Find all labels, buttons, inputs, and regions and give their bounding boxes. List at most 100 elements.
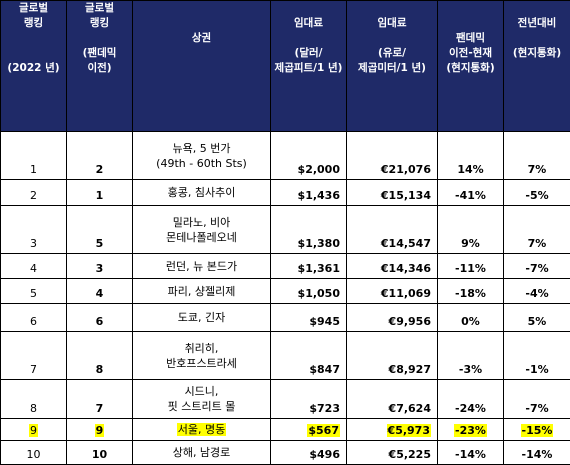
- cell-location-text: 홍콩, 침사추이: [168, 186, 236, 199]
- cell-change-yoy-text: -7%: [525, 262, 548, 275]
- cell-rent-eur: €14,346: [347, 254, 438, 279]
- cell-location-text: 서울, 명동: [177, 423, 226, 436]
- cell-rent-usd: $1,436: [271, 180, 347, 206]
- cell-rank-text: 9: [29, 424, 38, 437]
- cell-change-yoy: 7%: [504, 132, 570, 180]
- header-line: [438, 16, 503, 31]
- cell-rent-eur: €5,973: [347, 419, 438, 441]
- cell-rent-eur-text: €7,624: [389, 402, 431, 415]
- header-line: [347, 1, 437, 16]
- cell-change-pandemic-text: 14%: [457, 163, 483, 176]
- cell-change-pandemic-text: -23%: [454, 424, 487, 437]
- cell-rent-usd-text: $945: [309, 315, 340, 328]
- header-line: 제곱미터/1 년): [347, 61, 437, 76]
- cell-rent-usd: $1,050: [271, 279, 347, 304]
- cell-prev-rank-text: 5: [96, 237, 104, 250]
- cell-change-pandemic-text: -41%: [455, 189, 486, 202]
- cell-change-yoy: -5%: [504, 180, 570, 206]
- cell-rank: 8: [1, 380, 67, 419]
- cell-rent-eur: €15,134: [347, 180, 438, 206]
- header-line: [271, 31, 346, 46]
- cell-change-pandemic-text: -24%: [455, 402, 486, 415]
- header-line: 랭킹: [1, 16, 66, 31]
- cell-rank-text: 2: [30, 189, 37, 202]
- cell-rent-usd-text: $847: [309, 363, 340, 376]
- header-line: [133, 46, 270, 61]
- cell-rent-usd-text: $2,000: [298, 163, 340, 176]
- cell-change-pandemic-text: -11%: [455, 262, 486, 275]
- cell-prev-rank-text: 8: [96, 363, 104, 376]
- cell-change-pandemic: -14%: [438, 441, 504, 465]
- cell-change-yoy: 7%: [504, 206, 570, 254]
- cell-change-yoy-text: -1%: [525, 363, 548, 376]
- cell-rank-text: 10: [27, 448, 41, 461]
- cell-location-text: 도쿄, 긴자: [178, 311, 225, 324]
- cell-rent-eur: €14,547: [347, 206, 438, 254]
- cell-rent-eur: €11,069: [347, 279, 438, 304]
- cell-rank: 5: [1, 279, 67, 304]
- header-line: 전년대비: [504, 16, 570, 31]
- cell-rank: 2: [1, 180, 67, 206]
- cell-change-pandemic: -23%: [438, 419, 504, 441]
- header-line: [133, 1, 270, 16]
- cell-change-pandemic: 14%: [438, 132, 504, 180]
- header-line: [504, 31, 570, 46]
- cell-rent-eur-text: €5,225: [389, 448, 431, 461]
- cell-change-pandemic: -3%: [438, 332, 504, 380]
- header-line: (유로/: [347, 46, 437, 61]
- cell-prev-rank-text: 2: [96, 163, 104, 176]
- cell-rent-eur-text: €14,547: [381, 237, 431, 250]
- cell-rent-usd-text: $723: [309, 402, 340, 415]
- cell-location: 홍콩, 침사추이: [133, 180, 271, 206]
- header-line: [1, 31, 66, 46]
- cell-prev-rank: 5: [67, 206, 133, 254]
- header-line: [438, 1, 503, 16]
- cell-rent-usd: $723: [271, 380, 347, 419]
- cell-change-pandemic: -18%: [438, 279, 504, 304]
- cell-prev-rank-text: 3: [96, 262, 104, 275]
- header-line: (현지통화): [438, 61, 503, 76]
- cell-change-yoy-text: 7%: [528, 237, 547, 250]
- header-line: 임대료: [347, 16, 437, 31]
- cell-location: 취리히, 반호프스트라세: [133, 332, 271, 380]
- header-line: 임대료: [271, 16, 346, 31]
- header-line: [133, 16, 270, 31]
- header-line: 이전): [67, 61, 132, 76]
- header-line: [1, 46, 66, 61]
- cell-prev-rank-text: 7: [96, 402, 104, 415]
- cell-change-yoy-text: 7%: [528, 163, 547, 176]
- cell-change-pandemic: -41%: [438, 180, 504, 206]
- header-line: [504, 61, 570, 76]
- cell-change-pandemic: 9%: [438, 206, 504, 254]
- cell-change-pandemic-text: -18%: [455, 287, 486, 300]
- cell-rent-eur: €9,956: [347, 304, 438, 332]
- cell-location: 시드니, 핏 스트리트 몰: [133, 380, 271, 419]
- header-line: 제곱피트/1 년): [271, 61, 346, 76]
- header-line: (현지통화): [504, 46, 570, 61]
- cell-change-pandemic-text: -3%: [459, 363, 482, 376]
- cell-prev-rank-text: 9: [95, 424, 105, 437]
- cell-rank-text: 1: [30, 163, 37, 176]
- cell-change-yoy-text: 5%: [528, 315, 547, 328]
- cell-rent-eur-text: €15,134: [381, 189, 431, 202]
- cell-rank-text: 8: [30, 402, 37, 415]
- cell-rank-text: 3: [30, 237, 37, 250]
- cell-prev-rank: 7: [67, 380, 133, 419]
- cell-rent-usd: $847: [271, 332, 347, 380]
- cell-rent-eur: €5,225: [347, 441, 438, 465]
- cell-rent-eur-text: €9,956: [389, 315, 431, 328]
- cell-change-yoy: 5%: [504, 304, 570, 332]
- cell-rent-eur: €8,927: [347, 332, 438, 380]
- cell-change-yoy-text: -14%: [522, 448, 553, 461]
- header-rent-usd: 임대료 (달러/제곱피트/1 년): [271, 1, 347, 132]
